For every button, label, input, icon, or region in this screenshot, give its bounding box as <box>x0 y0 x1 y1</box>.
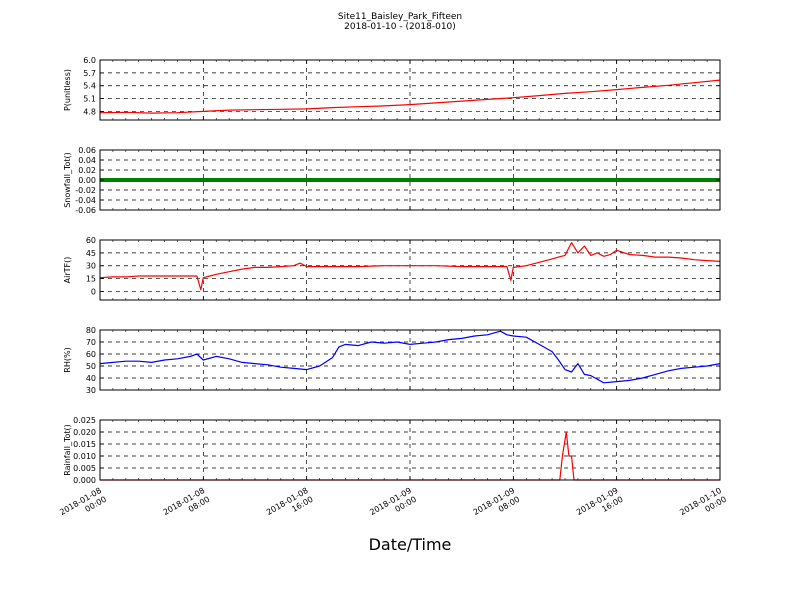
x-tick-label: 2018-01-0808:00 <box>162 486 212 526</box>
y-axis-label: Snowfall_Tot() <box>63 152 72 208</box>
subplot-2: -0.06-0.04-0.020.000.020.040.06 Snowfall_… <box>63 146 721 215</box>
subplot-5: 0.000 0.005 0.010 0.015 0.020 0.025Rainfall_T… <box>63 416 721 485</box>
y-tick-label: 60 <box>86 236 96 245</box>
y-tick-label: 6.0 <box>83 56 96 65</box>
y-tick-label: 70 <box>86 338 96 347</box>
y-tick-label: 0.02 <box>78 166 96 175</box>
y-axis-label: Rainfall_Tot() <box>63 424 72 476</box>
x-tick-label: 2018-01-1000:00 <box>678 486 728 526</box>
y-tick-label: 30 <box>86 386 96 395</box>
series-line <box>99 79 721 114</box>
x-tick-label: 2018-01-0916:00 <box>575 486 625 526</box>
x-tick-label: 2018-01-0900:00 <box>368 486 418 526</box>
y-axis-label: P(unitless) <box>63 69 72 111</box>
y-tick-label: 60 <box>86 350 96 359</box>
y-tick-label: 5.1 <box>83 95 96 104</box>
y-axis-label: AirTF() <box>63 257 72 284</box>
y-axis-label: RH(%) <box>63 347 72 372</box>
y-tick-label: 0.06 <box>78 146 96 155</box>
y-tick-label: 0.015 <box>73 440 96 449</box>
y-tick-label: 0.025 <box>73 416 96 425</box>
x-tick-label: 2018-01-0908:00 <box>472 486 522 526</box>
y-tick-label: 15 <box>86 275 96 284</box>
y-tick-label: 0.005 <box>73 464 96 473</box>
series-line <box>99 330 721 384</box>
subplots: 4.8 5.1 5.4 5.7 6.0 P(unitless) -0.06-0.04-0.0… <box>58 56 728 526</box>
y-tick-label: 4.8 <box>83 107 96 116</box>
y-tick-label: 5.4 <box>83 82 96 91</box>
x-tick-label: 2018-01-0800:00 <box>58 486 108 526</box>
figure-title-line2: 2018-01-10 - (2018-010) <box>344 22 456 32</box>
subplot-3: 0 15 30 45 60 AirTF() <box>63 236 721 301</box>
y-tick-label: 0.04 <box>78 156 96 165</box>
x-axis-label: Date/Time <box>369 535 452 554</box>
y-tick-label: 50 <box>86 362 96 371</box>
series-line <box>99 242 721 291</box>
y-tick-label: 30 <box>86 262 96 271</box>
y-tick-label: 40 <box>86 374 96 383</box>
y-tick-label: -0.06 <box>75 206 96 215</box>
subplot-1: 4.8 5.1 5.4 5.7 6.0 P(unitless) <box>63 56 721 121</box>
x-tick-label: 2018-01-0816:00 <box>265 486 315 526</box>
figure-title-line1: Site11_Baisley_Park_Fifteen <box>338 12 462 22</box>
y-tick-label: 0.000 <box>73 476 96 485</box>
subplot-4: 30 40 50 60 70 80 RH(%) <box>63 326 721 395</box>
y-tick-label: 5.7 <box>83 69 96 78</box>
y-tick-label: 80 <box>86 326 96 335</box>
y-tick-label: -0.02 <box>75 186 96 195</box>
y-tick-label: 0.00 <box>78 176 96 185</box>
y-tick-label: 0.010 <box>73 452 96 461</box>
y-tick-label: 0 <box>91 287 96 296</box>
y-tick-label: -0.04 <box>75 196 96 205</box>
y-tick-label: 0.020 <box>73 428 96 437</box>
y-tick-label: 45 <box>86 249 96 258</box>
